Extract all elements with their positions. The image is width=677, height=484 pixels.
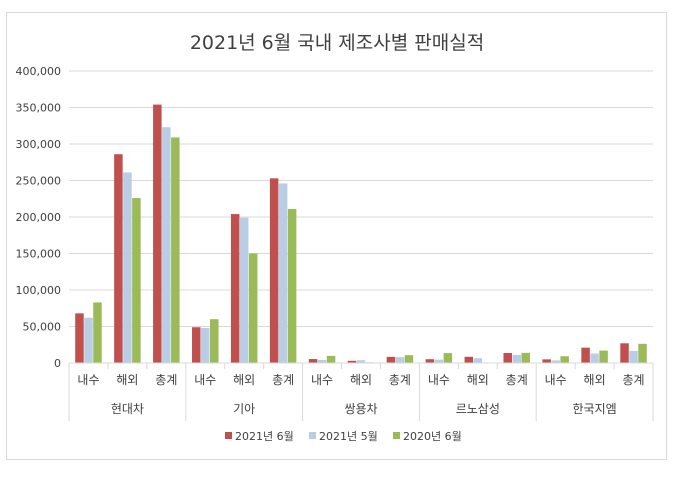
category-label: 해외 bbox=[233, 373, 255, 387]
bar bbox=[512, 354, 521, 363]
chart-frame: 2021년 6월 국내 제조사별 판매실적 0 50,000 100,000 150,… bbox=[6, 12, 667, 460]
bar bbox=[386, 356, 396, 363]
bar bbox=[171, 137, 180, 363]
category-label: 내수 bbox=[428, 373, 450, 387]
bar bbox=[581, 347, 590, 363]
y-tick-label: 250,000 bbox=[16, 175, 62, 188]
bar bbox=[153, 104, 162, 363]
bar bbox=[521, 352, 530, 363]
bar bbox=[551, 360, 560, 363]
bar bbox=[317, 359, 327, 363]
legend-label: 2021년 5월 bbox=[319, 430, 378, 443]
group-label: 르노삼성 bbox=[456, 402, 500, 416]
y-tick-label: 50,000 bbox=[23, 321, 62, 334]
bar bbox=[599, 350, 608, 363]
bar bbox=[560, 356, 569, 363]
bar bbox=[326, 355, 336, 363]
bar bbox=[210, 319, 219, 363]
bar bbox=[629, 350, 638, 363]
bar bbox=[620, 343, 629, 363]
legend-swatch bbox=[225, 432, 232, 439]
category-label: 해외 bbox=[467, 373, 489, 387]
bar bbox=[269, 178, 279, 363]
category-label: 내수 bbox=[194, 373, 216, 387]
category-label: 총계 bbox=[272, 373, 294, 387]
category-label: 내수 bbox=[545, 373, 567, 387]
bar-chart: 2021년 6월 국내 제조사별 판매실적 0 50,000 100,000 150,… bbox=[16, 32, 654, 443]
category-label: 총계 bbox=[155, 373, 177, 387]
bar bbox=[347, 360, 357, 363]
bar bbox=[248, 253, 258, 363]
bar bbox=[287, 208, 297, 363]
bar bbox=[75, 313, 84, 363]
y-tick-label: 150,000 bbox=[16, 248, 62, 261]
bar bbox=[192, 327, 201, 363]
group-label: 기아 bbox=[233, 402, 255, 416]
y-axis-ticks: 0 50,000 100,000 150,000 200,000 250,000 300,0… bbox=[16, 65, 62, 370]
legend-label: 2020년 6월 bbox=[403, 430, 462, 443]
bar bbox=[308, 359, 318, 363]
bar bbox=[239, 217, 249, 363]
bar bbox=[434, 359, 444, 363]
bar bbox=[638, 343, 647, 363]
legend-label: 2021년 6월 bbox=[235, 430, 294, 443]
legend-swatch bbox=[309, 432, 316, 439]
bar bbox=[132, 198, 141, 363]
bar bbox=[114, 154, 123, 363]
category-label: 해외 bbox=[584, 373, 606, 387]
y-tick-label: 400,000 bbox=[16, 65, 62, 78]
bar bbox=[590, 353, 599, 363]
y-tick-label: 100,000 bbox=[16, 284, 62, 297]
bar bbox=[93, 302, 102, 363]
category-label: 총계 bbox=[389, 373, 411, 387]
bar bbox=[443, 353, 453, 363]
category-label: 총계 bbox=[506, 373, 528, 387]
bar bbox=[201, 327, 210, 363]
bar bbox=[404, 355, 414, 363]
bar bbox=[162, 127, 171, 364]
category-label: 총계 bbox=[622, 373, 644, 387]
bar bbox=[356, 360, 366, 363]
group-label: 한국지엠 bbox=[573, 402, 617, 416]
y-tick-label: 0 bbox=[54, 357, 61, 370]
y-tick-label: 350,000 bbox=[16, 102, 62, 115]
category-label: 해외 bbox=[116, 373, 138, 387]
bar bbox=[395, 357, 405, 363]
bar bbox=[503, 352, 512, 363]
category-label: 내수 bbox=[311, 373, 333, 387]
legend: 2021년 6월 2021년 5월 2020년 6월 bbox=[225, 430, 462, 443]
y-tick-label: 200,000 bbox=[16, 211, 62, 224]
group-label: 쌍용차 bbox=[344, 402, 377, 416]
category-label: 내수 bbox=[77, 373, 99, 387]
category-label: 해외 bbox=[350, 373, 372, 387]
bar bbox=[425, 359, 435, 363]
bar bbox=[542, 359, 551, 363]
bar bbox=[278, 183, 288, 363]
bar bbox=[473, 358, 483, 363]
bars bbox=[75, 104, 647, 364]
chart-title: 2021년 6월 국내 제조사별 판매실적 bbox=[190, 32, 484, 54]
legend-swatch bbox=[393, 432, 400, 439]
bar bbox=[123, 172, 132, 363]
group-label: 현대차 bbox=[111, 402, 144, 416]
bar bbox=[84, 317, 93, 363]
bar bbox=[464, 356, 474, 363]
bar bbox=[230, 214, 240, 363]
y-tick-label: 300,000 bbox=[16, 138, 62, 151]
